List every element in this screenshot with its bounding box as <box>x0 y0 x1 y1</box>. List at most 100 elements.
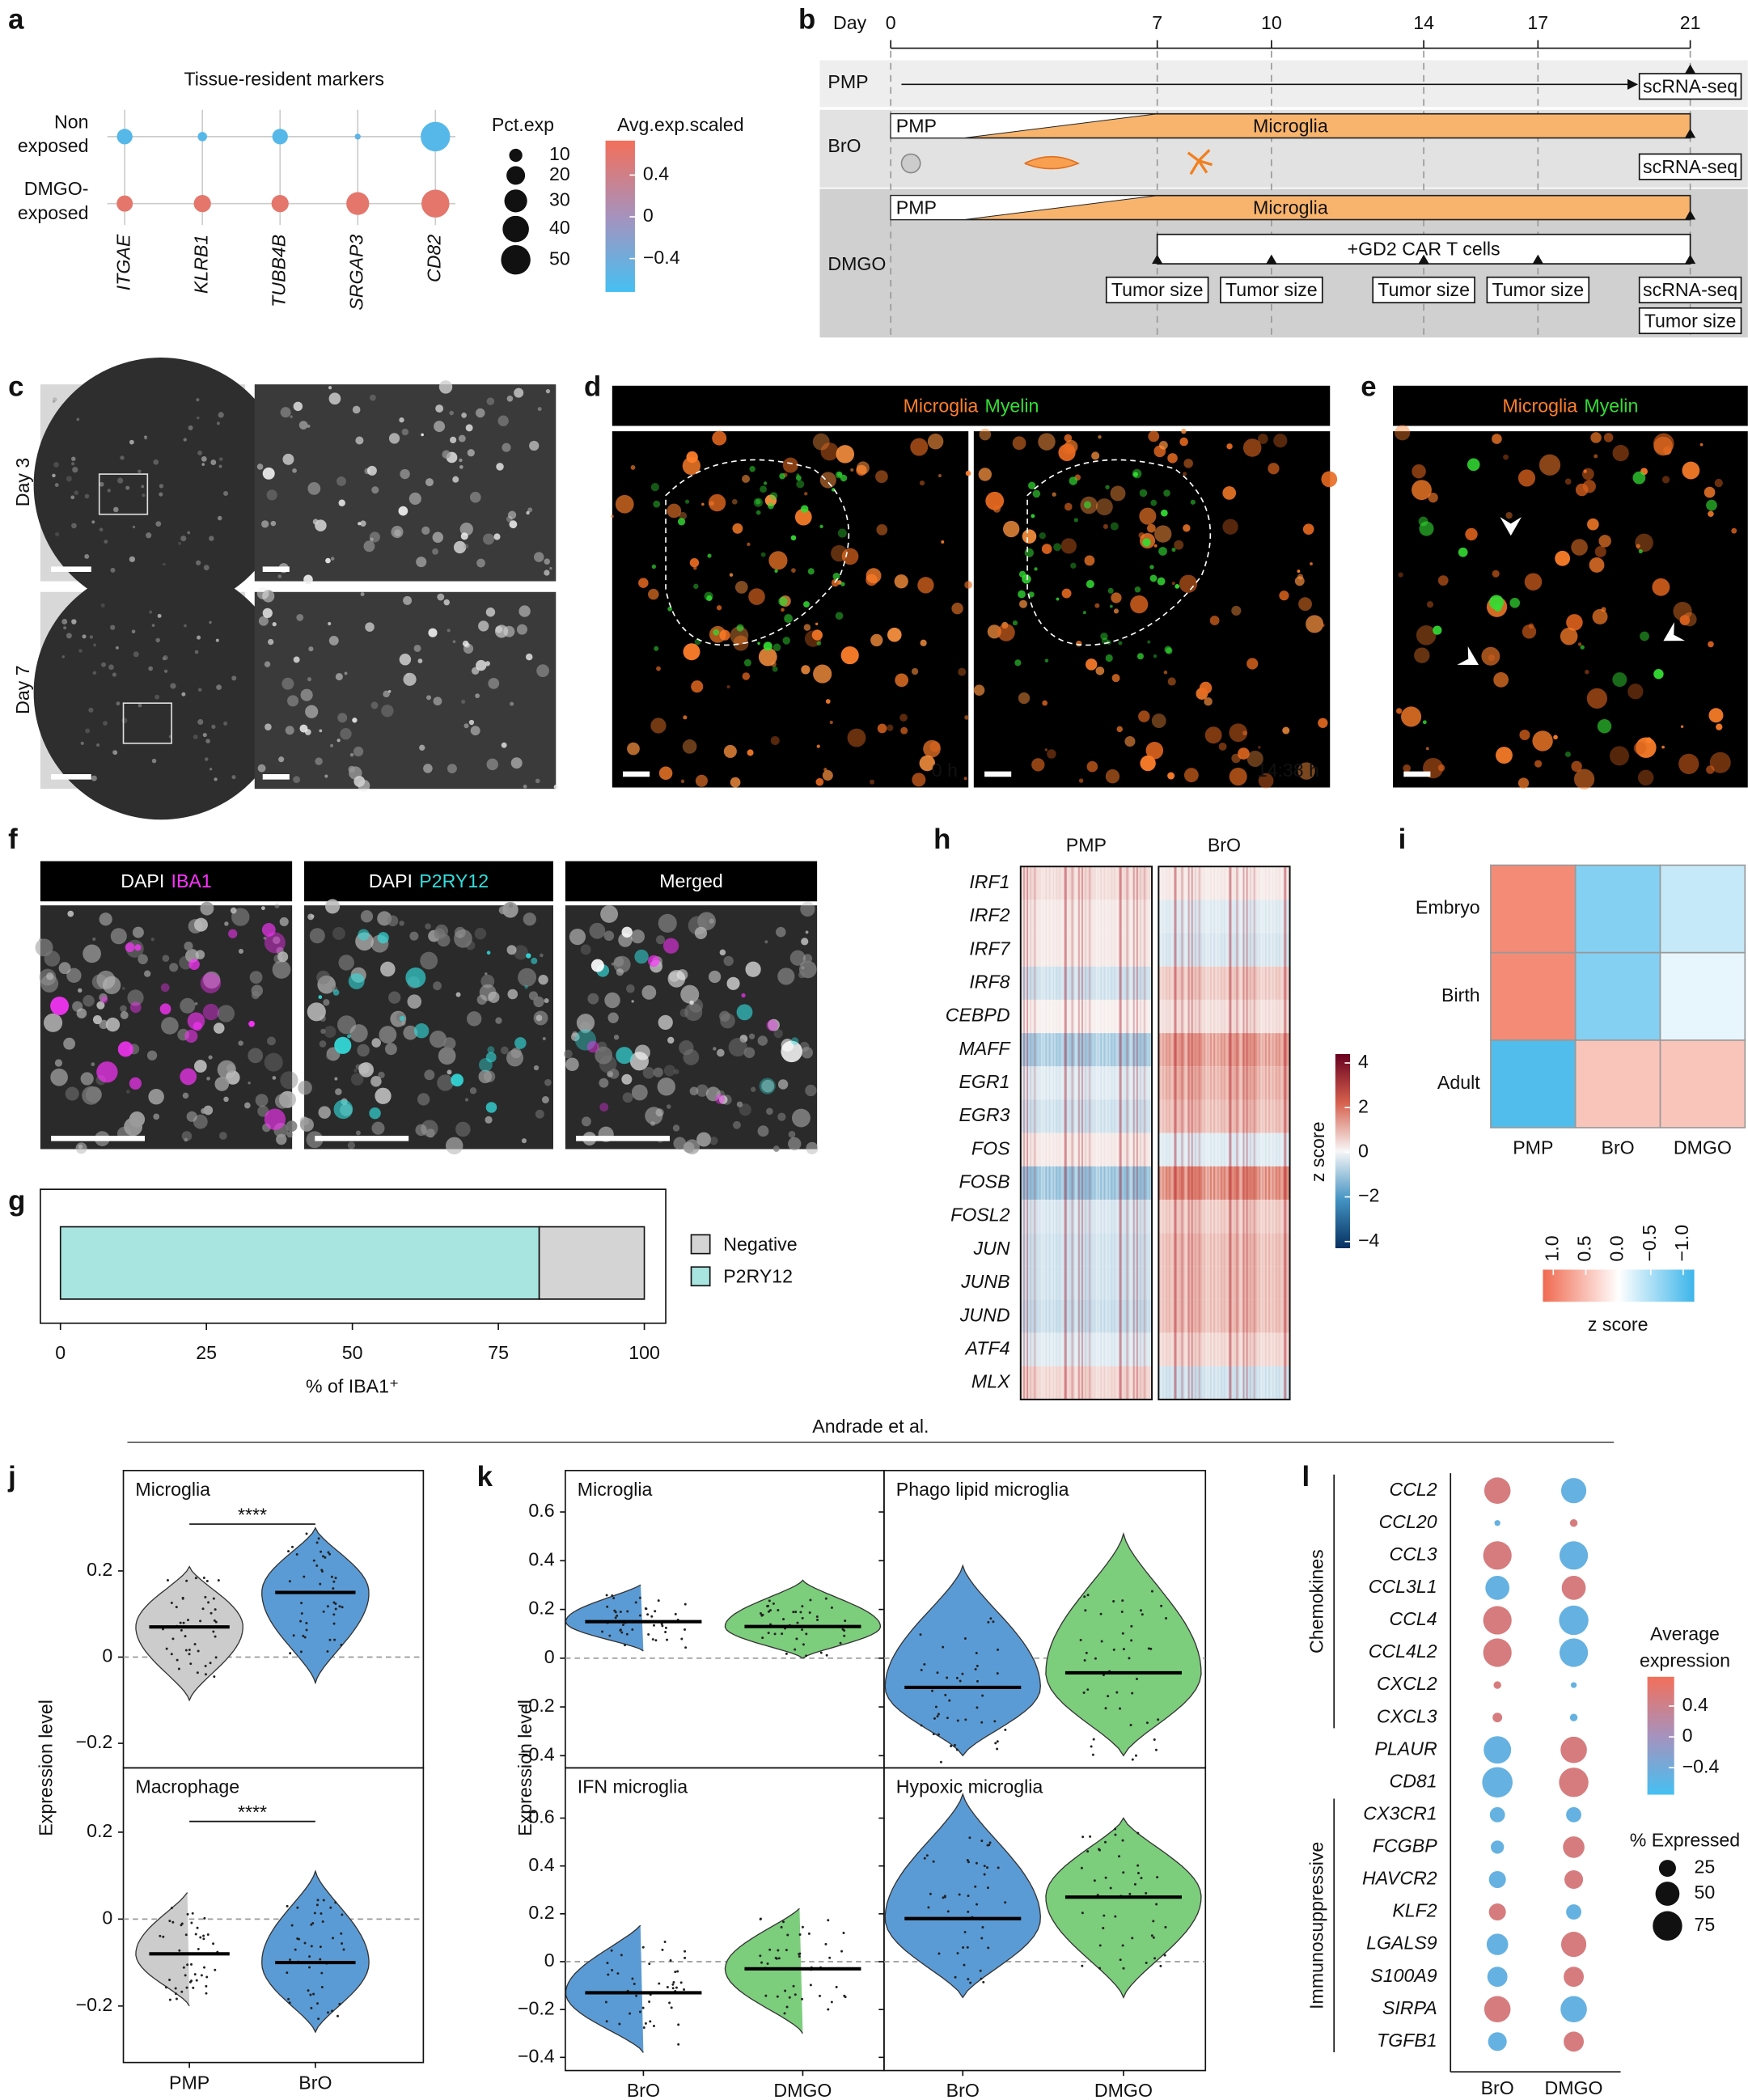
texture <box>565 1057 579 1072</box>
texture <box>403 595 413 605</box>
jitter <box>805 1654 808 1658</box>
texture <box>1139 489 1148 497</box>
jitter <box>654 1610 657 1613</box>
y-tick-label: CXCL3 <box>1377 1705 1437 1726</box>
texture <box>438 380 453 394</box>
jitter <box>622 1624 625 1627</box>
jitter <box>308 1955 311 1958</box>
texture <box>616 968 624 976</box>
texture <box>1116 726 1123 733</box>
arrowhead <box>1457 646 1479 666</box>
jitter <box>1133 1882 1136 1886</box>
texture <box>1056 597 1060 601</box>
texture <box>1086 760 1098 773</box>
texture <box>1111 674 1120 683</box>
day-label: 14 <box>1413 12 1434 33</box>
texture <box>1416 625 1437 646</box>
texture <box>120 1005 127 1013</box>
jitter <box>782 1920 785 1924</box>
texture <box>713 629 720 636</box>
texture <box>728 1038 747 1057</box>
violin <box>261 1869 370 2034</box>
texture <box>52 473 56 478</box>
texture <box>1069 476 1078 485</box>
texture <box>801 1047 813 1059</box>
stain-label: Myelin <box>1584 395 1638 416</box>
texture <box>709 918 714 924</box>
texture <box>194 1001 198 1006</box>
dot <box>116 195 133 212</box>
jitter <box>300 1602 303 1605</box>
texture <box>1003 520 1020 538</box>
jitter <box>638 2010 641 2013</box>
texture <box>535 1109 544 1119</box>
texture <box>1022 529 1037 544</box>
texture <box>455 1121 471 1137</box>
texture <box>188 425 193 430</box>
jitter <box>792 1611 795 1614</box>
dot <box>1560 1478 1587 1504</box>
texture <box>223 491 229 497</box>
cell-icon <box>1187 149 1213 176</box>
jitter <box>641 2006 645 2009</box>
y-tick-label: MAFF <box>959 1038 1012 1059</box>
axis-label: Day <box>833 12 867 33</box>
texture <box>447 1069 452 1075</box>
texture <box>307 482 321 495</box>
texture <box>712 430 727 446</box>
violin <box>884 1793 1041 1999</box>
jitter <box>1145 1891 1148 1895</box>
dot <box>1485 1576 1510 1600</box>
jitter <box>768 1948 772 1951</box>
legend-title: Avg.exp.scaled <box>617 114 744 135</box>
texture <box>789 950 806 966</box>
texture <box>1246 750 1263 768</box>
jitter <box>322 1610 325 1613</box>
texture <box>1082 611 1086 615</box>
texture <box>211 724 216 730</box>
texture <box>163 669 168 673</box>
legend-label: 20 <box>549 163 570 184</box>
jitter <box>1139 1609 1142 1612</box>
legend-dot <box>509 148 523 163</box>
texture <box>170 683 176 689</box>
texture <box>470 726 480 736</box>
texture <box>337 713 348 723</box>
panel-label: a <box>8 5 24 36</box>
texture <box>272 621 277 627</box>
violin <box>135 1892 190 2007</box>
texture <box>425 923 431 930</box>
jitter <box>212 1942 215 1945</box>
texture <box>1653 669 1664 680</box>
jitter <box>1121 1944 1124 1947</box>
texture <box>286 1120 298 1133</box>
texture <box>1422 720 1427 725</box>
jitter <box>780 1925 783 1929</box>
texture <box>920 639 927 646</box>
texture <box>1598 535 1611 548</box>
texture <box>536 664 549 678</box>
jitter <box>1131 1937 1134 1940</box>
y-tick-label: CX3CR1 <box>1363 1802 1437 1823</box>
texture <box>1158 547 1167 556</box>
texture <box>900 726 908 735</box>
texture <box>1109 604 1113 608</box>
jitter <box>212 1630 215 1633</box>
x-tick-label: DMGO <box>1545 2077 1603 2098</box>
texture <box>1058 443 1076 462</box>
texture <box>138 703 142 708</box>
texture <box>332 989 340 996</box>
readout-box-text: scRNA-seq <box>1643 156 1737 177</box>
texture <box>421 433 424 437</box>
texture <box>83 944 101 963</box>
jitter <box>180 1628 183 1632</box>
texture <box>529 440 540 451</box>
texture <box>590 959 604 972</box>
start-label: PMP <box>896 115 937 136</box>
jitter <box>1085 1651 1088 1654</box>
texture <box>715 1094 726 1104</box>
jitter <box>1136 1831 1140 1835</box>
jitter <box>979 1969 982 1972</box>
texture <box>1132 468 1142 479</box>
dot <box>1488 1870 1506 1889</box>
